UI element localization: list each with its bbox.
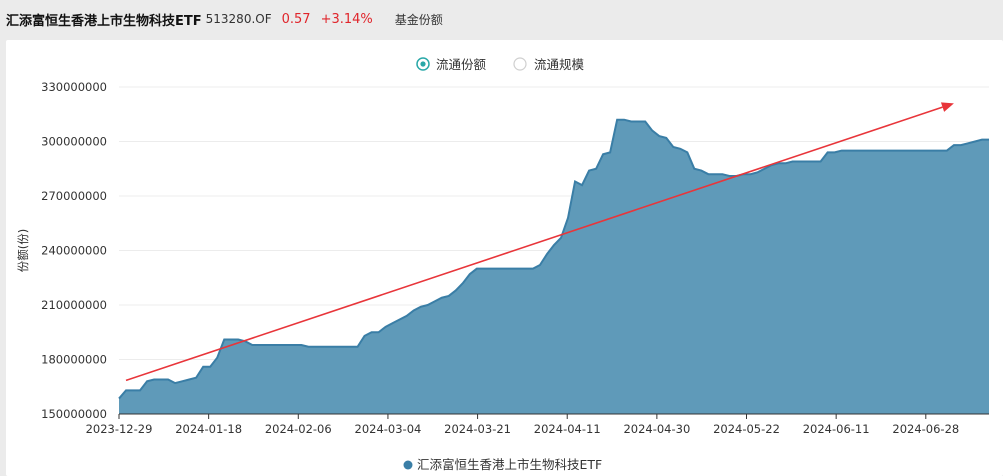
- radio-unselected-icon: [513, 57, 527, 71]
- fund-name: 汇添富恒生香港上市生物科技ETF: [6, 13, 202, 29]
- y-tick-label: 150000000: [41, 407, 107, 421]
- section-title[interactable]: 基金份额: [394, 12, 443, 27]
- x-tick-label: 2024-04-30: [623, 422, 690, 436]
- toggle-circulating-scale[interactable]: 流通规模: [513, 57, 585, 72]
- toggle-label-shares: 流通份额: [436, 57, 487, 72]
- x-tick-label: 2024-03-21: [444, 422, 511, 436]
- y-axis-ticks: 150000000 180000000 210000000 240000000 2700…: [41, 80, 107, 421]
- chart-card: 流通份额 流通规模 150000000 180000000 210000000 240…: [6, 40, 1003, 476]
- radio-selected-icon: [416, 57, 430, 71]
- x-tick-label: 2024-03-04: [355, 422, 422, 436]
- x-tick-label: 2024-04-11: [534, 422, 601, 436]
- trend-line: [125, 106, 943, 382]
- fund-price: 0.57: [281, 11, 311, 27]
- x-tick-label: 2024-01-18: [175, 422, 242, 436]
- legend-label: 汇添富恒生香港上市生物科技ETF: [417, 457, 602, 472]
- toggle-circulating-shares[interactable]: 流通份额: [416, 57, 487, 72]
- radio-dot-icon: [420, 61, 426, 67]
- y-tick-label: 240000000: [41, 244, 107, 258]
- share-area-chart: 流通份额 流通规模 150000000 180000000 210000000 240…: [16, 57, 989, 472]
- x-axis-ticks: 2023-12-29 2024-01-18 2024-02-06 2024-03-04…: [86, 414, 959, 436]
- arrowhead-icon: [940, 102, 954, 112]
- x-tick-label: 2024-05-22: [713, 422, 780, 436]
- y-axis-label: 份额(份): [16, 229, 30, 272]
- x-tick-label: 2024-02-06: [265, 422, 332, 436]
- y-tick-label: 330000000: [41, 80, 107, 94]
- y-tick-label: 210000000: [41, 298, 107, 312]
- y-tick-label: 180000000: [41, 353, 107, 367]
- share-series-line: [118, 118, 989, 400]
- legend[interactable]: 汇添富恒生香港上市生物科技ETF: [403, 457, 603, 472]
- share-area: [119, 119, 989, 414]
- y-tick-label: 270000000: [41, 189, 107, 203]
- legend-marker-icon: [403, 460, 413, 470]
- fund-header: 汇添富恒生香港上市生物科技ETF 513280.OF 0.57 +3.14% 基…: [0, 0, 1003, 38]
- x-tick-label: 2024-06-11: [803, 422, 870, 436]
- fund-change: +3.14%: [320, 11, 373, 27]
- toggle-label-scale: 流通规模: [534, 57, 585, 72]
- x-tick-label: 2024-06-28: [892, 422, 959, 436]
- trend-arrow: [125, 102, 954, 382]
- x-tick-label: 2023-12-29: [86, 422, 153, 436]
- fund-code: 513280.OF: [205, 12, 272, 26]
- y-tick-label: 300000000: [41, 135, 107, 149]
